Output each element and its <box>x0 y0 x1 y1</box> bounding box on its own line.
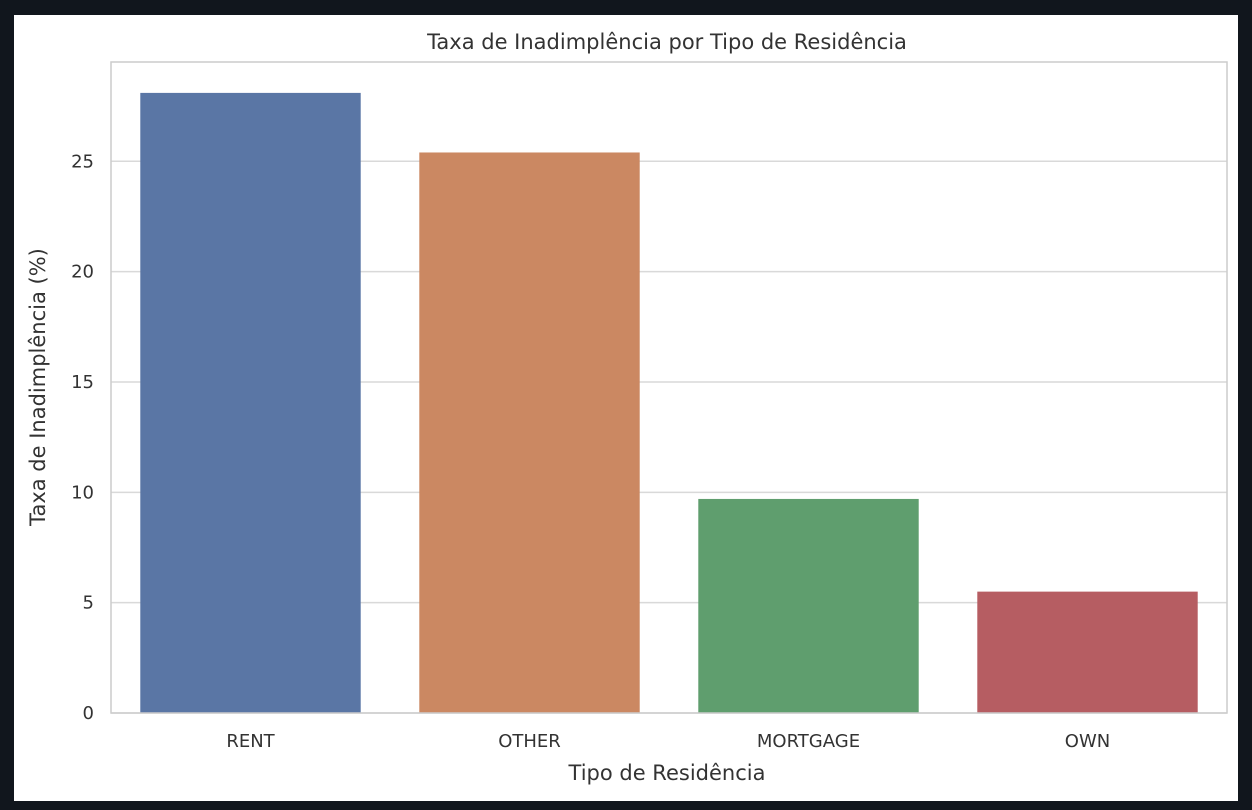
bars <box>140 92 1198 714</box>
y-tick-label: 5 <box>83 593 94 614</box>
x-tick-labels: RENT OTHER MORTGAGE OWN <box>226 731 1110 752</box>
y-tick-labels: 0 5 10 15 20 25 <box>71 151 94 724</box>
chart-canvas: Taxa de Inadimplência por Tipo de Residê… <box>14 15 1238 801</box>
y-tick-label: 15 <box>71 372 94 393</box>
x-tick-label-rent: RENT <box>226 731 275 752</box>
y-tick-label: 20 <box>71 262 94 283</box>
bar-chart: Taxa de Inadimplência por Tipo de Residê… <box>26 30 1228 785</box>
plot-border <box>110 61 1228 714</box>
y-axis-label: Taxa de Inadimplência (%) <box>26 248 50 527</box>
x-tick-label-own: OWN <box>1065 731 1110 752</box>
y-tick-label: 0 <box>83 703 94 724</box>
bar-other <box>419 152 640 713</box>
x-axis-label: Tipo de Residência <box>568 761 766 785</box>
y-tick-label: 25 <box>71 151 94 172</box>
x-tick-label-mortgage: MORTGAGE <box>757 731 860 752</box>
bar-rent <box>140 92 361 714</box>
bar-mortgage <box>698 498 919 713</box>
chart-title: Taxa de Inadimplência por Tipo de Residê… <box>426 30 907 54</box>
bar-own <box>977 591 1198 713</box>
x-tick-label-other: OTHER <box>498 731 561 752</box>
y-tick-label: 10 <box>71 482 94 503</box>
